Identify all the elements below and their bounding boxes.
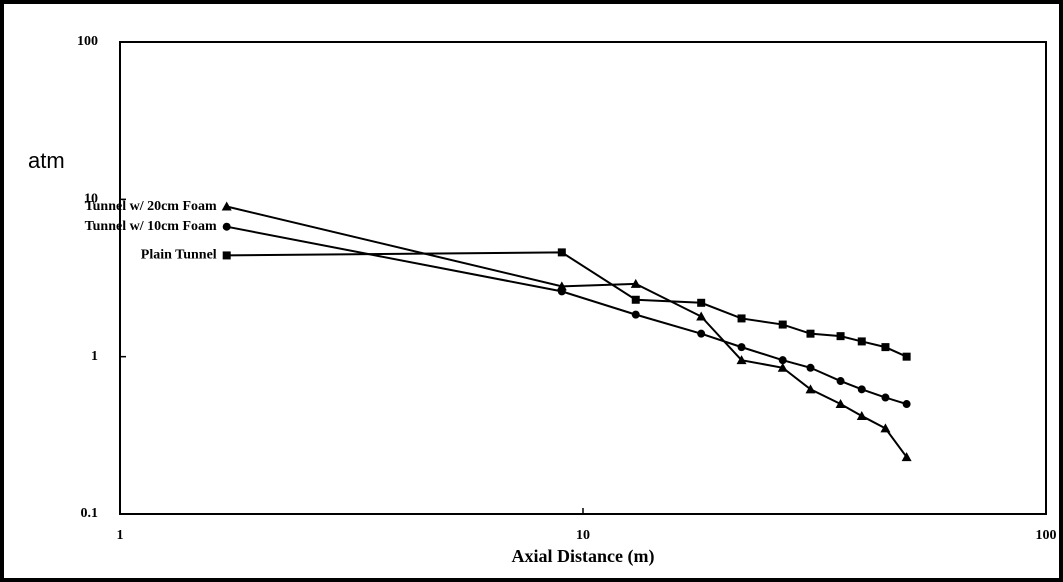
marker [902, 400, 911, 409]
x-axis-label: Axial Distance (m) [512, 546, 655, 567]
marker [836, 377, 845, 386]
marker [806, 329, 815, 338]
marker [696, 311, 707, 321]
series-label: Plain Tunnel [141, 248, 217, 263]
x-tick-label: 10 [576, 528, 590, 543]
marker [805, 384, 816, 394]
marker [856, 410, 867, 420]
x-tick-label: 1 [117, 528, 124, 543]
y-tick-label: 0.1 [81, 506, 99, 521]
y-tick-label: 1 [91, 349, 98, 364]
marker [630, 278, 641, 288]
marker [557, 287, 566, 296]
marker [222, 251, 231, 260]
marker [221, 201, 232, 211]
marker [737, 314, 746, 323]
x-tick-label: 100 [1036, 528, 1057, 543]
marker [697, 329, 706, 338]
marker [857, 385, 866, 394]
marker [881, 393, 890, 402]
marker [806, 363, 815, 372]
marker [556, 281, 567, 291]
marker [631, 295, 640, 304]
plot-frame [119, 41, 1047, 515]
marker [836, 332, 845, 341]
series-label: Tunnel w/ 10cm Foam [85, 219, 217, 234]
marker [631, 310, 640, 319]
marker [902, 352, 911, 361]
marker [777, 362, 788, 372]
marker [557, 248, 566, 257]
marker [880, 423, 891, 433]
series-line [226, 251, 908, 358]
y-tick-label: 100 [77, 34, 98, 49]
y-axis-label: atm [28, 148, 65, 173]
marker [736, 355, 747, 365]
marker [835, 399, 846, 409]
marker [778, 320, 787, 329]
marker [881, 343, 890, 352]
marker [857, 337, 866, 346]
y-tick-label: 10 [84, 192, 98, 207]
series-line [226, 225, 907, 405]
marker [697, 298, 706, 307]
marker [778, 356, 787, 365]
marker [222, 222, 231, 231]
series-label: Tunnel w/ 20cm Foam [85, 199, 217, 214]
marker [901, 452, 912, 462]
marker [737, 343, 746, 352]
